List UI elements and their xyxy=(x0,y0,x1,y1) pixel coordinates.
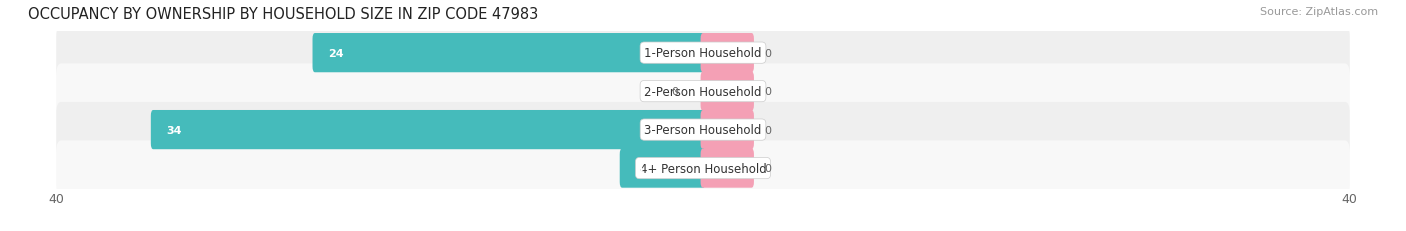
Legend: Owner-occupied, Renter-occupied: Owner-occupied, Renter-occupied xyxy=(572,227,834,231)
Text: 0: 0 xyxy=(765,163,772,173)
FancyBboxPatch shape xyxy=(56,103,1350,158)
Text: OCCUPANCY BY OWNERSHIP BY HOUSEHOLD SIZE IN ZIP CODE 47983: OCCUPANCY BY OWNERSHIP BY HOUSEHOLD SIZE… xyxy=(28,7,538,22)
Text: 24: 24 xyxy=(328,49,343,58)
FancyBboxPatch shape xyxy=(700,72,754,111)
FancyBboxPatch shape xyxy=(620,149,706,188)
Text: 1-Person Household: 1-Person Household xyxy=(644,47,762,60)
Text: 34: 34 xyxy=(166,125,181,135)
FancyBboxPatch shape xyxy=(312,34,706,73)
Text: 0: 0 xyxy=(765,87,772,97)
FancyBboxPatch shape xyxy=(56,26,1350,81)
FancyBboxPatch shape xyxy=(700,110,754,150)
FancyBboxPatch shape xyxy=(56,141,1350,196)
Text: 2-Person Household: 2-Person Household xyxy=(644,85,762,98)
Text: 0: 0 xyxy=(765,49,772,58)
Text: 3-Person Household: 3-Person Household xyxy=(644,124,762,137)
FancyBboxPatch shape xyxy=(56,64,1350,119)
FancyBboxPatch shape xyxy=(150,110,706,150)
Text: 5: 5 xyxy=(636,163,643,173)
Text: 4+ Person Household: 4+ Person Household xyxy=(640,162,766,175)
Text: 0: 0 xyxy=(765,125,772,135)
Text: 0: 0 xyxy=(672,87,679,97)
FancyBboxPatch shape xyxy=(700,149,754,188)
FancyBboxPatch shape xyxy=(700,34,754,73)
Text: Source: ZipAtlas.com: Source: ZipAtlas.com xyxy=(1260,7,1378,17)
